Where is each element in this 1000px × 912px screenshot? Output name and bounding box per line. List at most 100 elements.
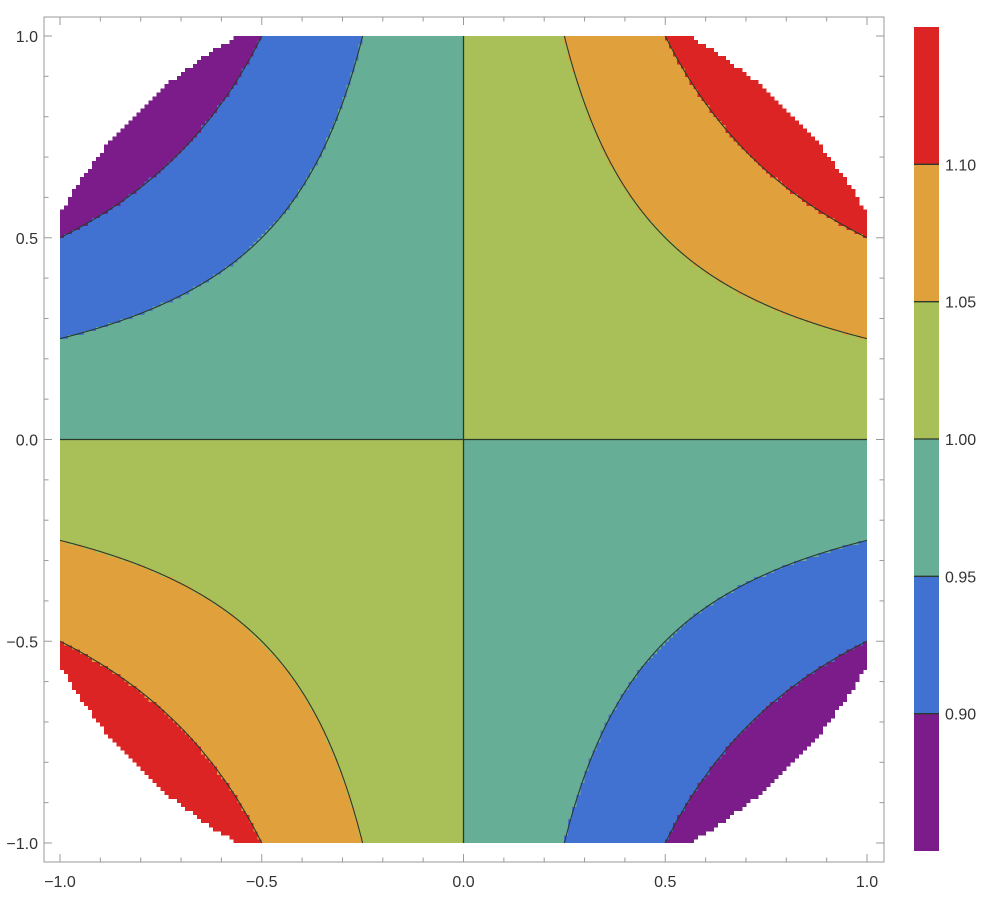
contour-cell (753, 439, 759, 578)
contour-cell (584, 36, 589, 110)
contour-cell (862, 439, 867, 541)
contour-cell (172, 156, 178, 299)
contour-cell (838, 439, 844, 549)
contour-cell (632, 677, 638, 843)
contour-cell (418, 439, 424, 843)
contour-cell (802, 128, 807, 202)
contour-cell (701, 608, 706, 779)
contour-cell (293, 197, 299, 440)
contour-cell (414, 36, 420, 440)
contour-cell (237, 76, 242, 259)
contour-cell (67, 544, 73, 646)
contour-cell (814, 322, 819, 440)
contour-cell (697, 96, 702, 267)
contour-cell (253, 439, 259, 638)
contour-cell (257, 39, 263, 239)
contour-cell (241, 68, 247, 255)
y-axis: −1.0 −0.5 0.0 0.5 1.0 (6, 29, 884, 853)
contour-cell (600, 36, 606, 150)
contour-cell (778, 568, 783, 699)
colorbar-tick-label: 1.10 (945, 157, 976, 174)
contour-cell (309, 168, 315, 440)
contour-cell (265, 439, 271, 650)
contour-cell (765, 172, 771, 307)
contour-cell (778, 697, 783, 775)
contour-cell (782, 564, 787, 695)
contour-cell (709, 47, 715, 114)
contour-cell (225, 96, 230, 267)
contour-cell (326, 36, 331, 138)
contour-cell (652, 36, 658, 227)
contour-cell (79, 177, 85, 227)
contour-cell (854, 439, 860, 545)
contour-cell (826, 661, 832, 723)
contour-cell (681, 68, 686, 255)
contour-cell (830, 661, 836, 719)
contour-cell (737, 68, 743, 146)
contour-cell (176, 298, 182, 440)
contour-cell (249, 822, 255, 843)
contour-cell (846, 229, 852, 335)
contour-cell (652, 653, 658, 843)
contour-cell (79, 439, 85, 545)
contour-cell (330, 749, 335, 843)
contour-cell (552, 439, 557, 843)
contour-cell (180, 729, 186, 808)
contour-cell (515, 36, 521, 440)
contour-cell (297, 36, 303, 190)
contour-cell (406, 439, 412, 843)
contour-cell (451, 439, 456, 843)
contour-cell (624, 689, 630, 843)
contour-cell (285, 209, 291, 440)
contour-cell (822, 665, 828, 727)
contour-cell (717, 439, 723, 598)
contour-lines (60, 36, 867, 843)
contour-cell (745, 725, 751, 804)
contour-cell (398, 439, 404, 843)
contour-cell (309, 439, 315, 711)
contour-cell (67, 439, 73, 545)
contour-cell (362, 439, 368, 843)
contour-cell (136, 112, 142, 190)
contour-cell (798, 197, 803, 319)
contour-cell (733, 290, 739, 440)
contour-cell (826, 326, 832, 440)
contour-cell (414, 439, 420, 843)
contour-cell (689, 616, 694, 795)
contour-cell (92, 217, 97, 331)
contour-cell (701, 439, 706, 610)
contour-cell (338, 36, 343, 110)
contour-cell (241, 810, 247, 843)
contour-cell (265, 36, 271, 231)
contour-cell (120, 128, 125, 202)
contour-cell (84, 172, 89, 227)
contour-cell (148, 177, 154, 311)
contour-cell (205, 281, 210, 440)
contour-cell (471, 36, 477, 440)
y-tick-label: 1.0 (16, 29, 38, 46)
contour-cell (572, 36, 577, 73)
contour-cell (782, 314, 787, 440)
contour-cell (769, 96, 775, 178)
contour-cell (128, 560, 134, 687)
contour-cell (221, 43, 226, 101)
contour-cell (519, 439, 525, 843)
contour-cell (75, 439, 81, 545)
contour-cell (229, 88, 234, 267)
contour-cell (168, 717, 174, 800)
contour-cell (71, 334, 77, 440)
contour-cell (201, 596, 206, 755)
contour-cell (830, 439, 836, 549)
contour-cell (822, 152, 828, 214)
contour-cell (834, 168, 840, 223)
contour-cell (410, 36, 416, 440)
contour-cell (330, 36, 335, 130)
contour-cell (741, 148, 747, 295)
contour-cell (507, 439, 513, 843)
contour-cell (297, 439, 303, 691)
contour-cell (753, 80, 759, 162)
x-tick-label: −1.0 (44, 874, 76, 891)
contour-cell (705, 439, 711, 606)
contour-cell (802, 560, 807, 678)
contour-cell (765, 92, 771, 174)
